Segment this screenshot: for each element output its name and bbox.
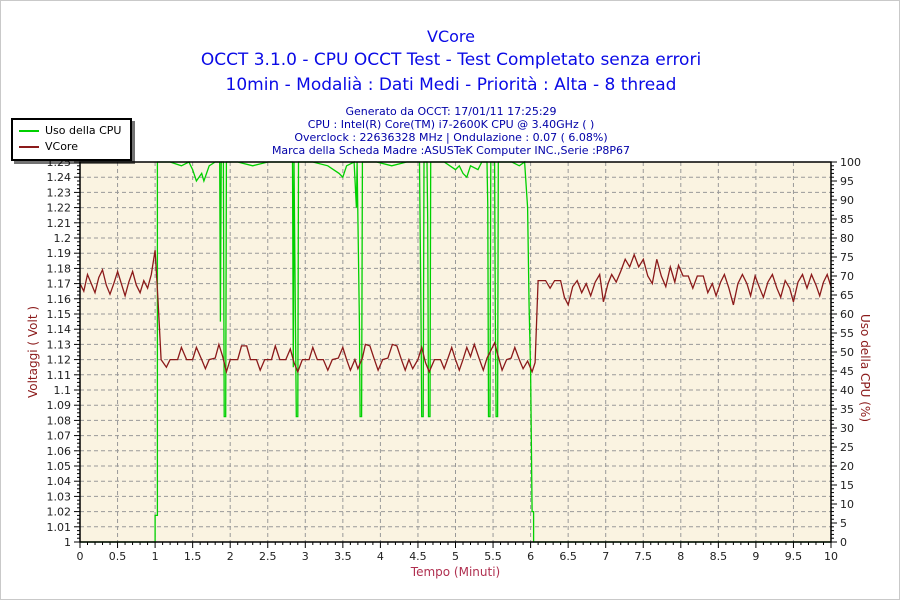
svg-text:1.21: 1.21 [47, 217, 72, 230]
svg-text:1.15: 1.15 [47, 308, 72, 321]
axis-ticks [74, 161, 837, 548]
svg-text:9: 9 [752, 550, 759, 563]
svg-text:1.16: 1.16 [47, 293, 72, 306]
svg-text:1.07: 1.07 [47, 430, 72, 443]
svg-text:2: 2 [227, 550, 234, 563]
svg-text:8: 8 [677, 550, 684, 563]
x-axis-title: Tempo (Minuti) [410, 565, 500, 579]
svg-text:1.22: 1.22 [47, 202, 72, 215]
chart-subtitle-test: OCCT 3.1.0 - CPU OCCT Test - Test Comple… [200, 50, 702, 70]
cpu-line-swatch [19, 130, 39, 132]
svg-text:1.5: 1.5 [184, 550, 202, 563]
svg-text:30: 30 [840, 422, 854, 435]
svg-text:20: 20 [840, 460, 854, 473]
info-overclock: Overclock : 22636328 MHz | Ondulazione :… [294, 131, 608, 144]
svg-text:25: 25 [840, 441, 854, 454]
svg-text:1.17: 1.17 [47, 278, 72, 291]
svg-text:2.5: 2.5 [259, 550, 277, 563]
svg-text:1.12: 1.12 [47, 354, 72, 367]
svg-text:10: 10 [840, 498, 854, 511]
right-axis-title: Uso della CPU (%) [858, 314, 872, 422]
svg-text:1.23: 1.23 [47, 186, 72, 199]
svg-text:6: 6 [527, 550, 534, 563]
svg-text:1.06: 1.06 [47, 445, 72, 458]
legend-item-cpu: Uso della CPU [19, 123, 121, 139]
svg-text:1.13: 1.13 [47, 338, 72, 351]
vcore-line-swatch [19, 146, 39, 148]
svg-text:80: 80 [840, 232, 854, 245]
svg-text:10: 10 [824, 550, 838, 563]
tick-labels: 0 0.5 1 1.5 2 2.5 3 3.5 4 4.5 5 5.5 6 6.5 7 7.5 8 8.5 9 9.5… [47, 156, 862, 563]
legend: Uso della CPU VCore [11, 118, 133, 161]
svg-text:0: 0 [840, 536, 847, 549]
left-axis-title: Voltaggi ( Volt ) [26, 306, 40, 398]
svg-text:1.02: 1.02 [47, 506, 72, 519]
svg-text:1.04: 1.04 [47, 475, 72, 488]
svg-text:9.5: 9.5 [785, 550, 803, 563]
svg-text:1.09: 1.09 [47, 399, 72, 412]
svg-text:7: 7 [602, 550, 609, 563]
svg-text:65: 65 [840, 289, 854, 302]
svg-text:90: 90 [840, 194, 854, 207]
legend-label-cpu: Uso della CPU [45, 124, 122, 137]
chart-title: VCore [427, 27, 475, 46]
svg-text:1.01: 1.01 [47, 521, 72, 534]
svg-text:1.19: 1.19 [47, 247, 72, 260]
svg-text:7.5: 7.5 [635, 550, 653, 563]
svg-text:0.5: 0.5 [109, 550, 127, 563]
svg-text:1.14: 1.14 [47, 323, 72, 336]
legend-label-vcore: VCore [45, 140, 78, 153]
svg-text:1.2: 1.2 [54, 232, 72, 245]
svg-text:1.03: 1.03 [47, 490, 72, 503]
svg-text:85: 85 [840, 213, 854, 226]
legend-item-vcore: VCore [19, 139, 121, 155]
svg-text:8.5: 8.5 [710, 550, 728, 563]
svg-text:45: 45 [840, 365, 854, 378]
svg-text:40: 40 [840, 384, 854, 397]
svg-text:1.11: 1.11 [47, 369, 72, 382]
svg-text:100: 100 [840, 156, 861, 169]
svg-text:1.05: 1.05 [47, 460, 72, 473]
svg-text:1.1: 1.1 [54, 384, 72, 397]
info-cpu: CPU : Intel(R) Core(TM) i7-2600K CPU @ 3… [307, 118, 595, 131]
chart-subtitle-mode: 10min - Modalià : Dati Medi - Priorità :… [225, 75, 677, 95]
svg-text:5: 5 [452, 550, 459, 563]
svg-text:60: 60 [840, 308, 854, 321]
svg-text:3: 3 [302, 550, 309, 563]
svg-text:5.5: 5.5 [484, 550, 502, 563]
info-motherboard: Marca della Scheda Madre :ASUSTeK Comput… [271, 144, 631, 157]
gridlines [80, 162, 831, 542]
svg-text:1.08: 1.08 [47, 414, 72, 427]
svg-text:4.5: 4.5 [409, 550, 427, 563]
svg-text:1: 1 [152, 550, 159, 563]
svg-text:6.5: 6.5 [559, 550, 577, 563]
info-generated: Generato da OCCT: 17/01/11 17:25:29 [345, 105, 557, 118]
svg-text:15: 15 [840, 479, 854, 492]
svg-text:95: 95 [840, 175, 854, 188]
svg-text:35: 35 [840, 403, 854, 416]
svg-text:5: 5 [840, 517, 847, 530]
svg-text:1: 1 [64, 536, 71, 549]
svg-text:1.18: 1.18 [47, 262, 72, 275]
svg-text:75: 75 [840, 251, 854, 264]
svg-text:0: 0 [77, 550, 84, 563]
svg-text:4: 4 [377, 550, 384, 563]
svg-text:3.5: 3.5 [334, 550, 352, 563]
svg-text:55: 55 [840, 327, 854, 340]
vcore-line [79, 250, 832, 375]
svg-text:1.24: 1.24 [47, 171, 72, 184]
svg-text:50: 50 [840, 346, 854, 359]
svg-text:70: 70 [840, 270, 854, 283]
